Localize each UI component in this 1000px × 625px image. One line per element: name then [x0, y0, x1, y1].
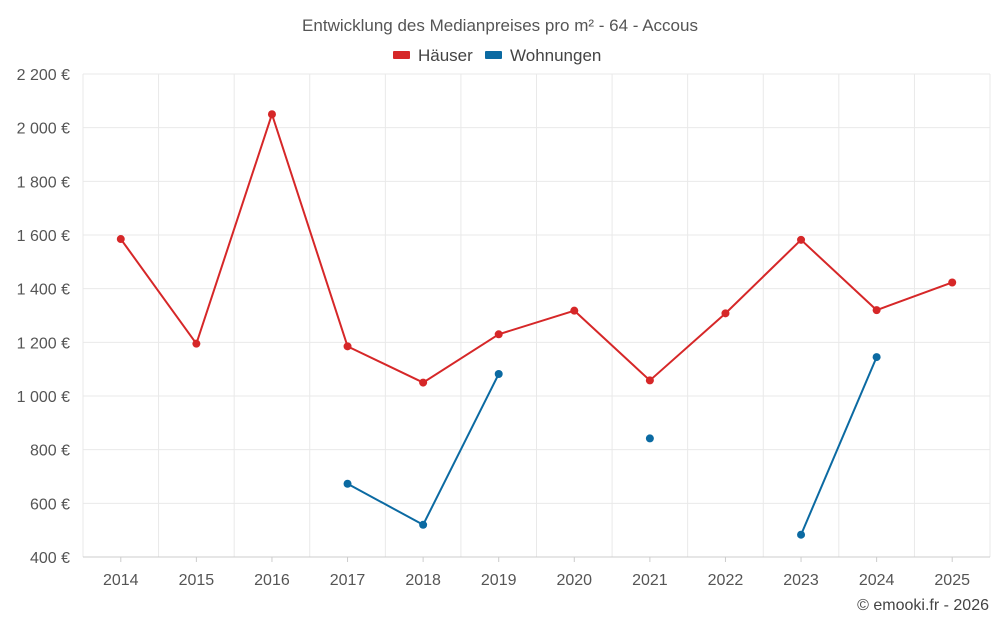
data-point[interactable] — [797, 530, 806, 539]
data-point[interactable] — [343, 479, 352, 488]
legend-swatch-haeuser — [393, 51, 410, 59]
legend: Häuser Wohnungen — [393, 46, 601, 65]
x-tick-label: 2021 — [632, 572, 668, 589]
x-tick-label: 2020 — [556, 572, 592, 589]
x-tick-label: 2015 — [179, 572, 215, 589]
data-point[interactable] — [872, 353, 881, 362]
x-tick-label: 2019 — [481, 572, 517, 589]
data-point[interactable] — [797, 235, 806, 244]
data-point[interactable] — [419, 378, 428, 387]
x-tick-label: 2016 — [254, 572, 290, 589]
x-tick-label: 2022 — [708, 572, 744, 589]
series-line-segment — [800, 356, 878, 536]
chart-title: Entwicklung des Medianpreises pro m² - 6… — [302, 16, 698, 35]
data-point[interactable] — [570, 306, 579, 315]
y-tick-label: 800 € — [30, 443, 70, 460]
data-point[interactable] — [721, 309, 730, 318]
data-point[interactable] — [116, 235, 125, 244]
x-tick-label: 2023 — [783, 572, 819, 589]
legend-label-wohnungen: Wohnungen — [510, 46, 601, 65]
series-wohnungen — [343, 353, 881, 539]
x-tick-label: 2014 — [103, 572, 139, 589]
gridlines — [82, 73, 991, 557]
y-tick-label: 2 200 € — [17, 67, 70, 84]
axes: 400 € 600 € 800 € 1 000 € 1 200 € 1 400 € 1 60… — [17, 67, 990, 589]
legend-item-haeuser[interactable]: Häuser — [393, 46, 473, 65]
series — [116, 110, 957, 539]
x-tick-label: 2024 — [859, 572, 895, 589]
data-point[interactable] — [494, 330, 503, 339]
data-point[interactable] — [872, 306, 881, 315]
data-point[interactable] — [267, 110, 276, 119]
series-line-segment — [119, 113, 953, 384]
y-tick-label: 600 € — [30, 496, 70, 513]
x-tick-label: 2018 — [405, 572, 441, 589]
y-tick-label: 2 000 € — [17, 121, 70, 138]
legend-label-haeuser: Häuser — [418, 46, 473, 65]
data-point[interactable] — [192, 339, 201, 348]
series-haeuser — [116, 110, 957, 387]
y-tick-label: 1 400 € — [17, 282, 70, 299]
credit-text: © emooki.fr - 2026 — [857, 597, 989, 614]
data-point[interactable] — [948, 278, 957, 287]
data-point[interactable] — [645, 434, 654, 443]
y-tick-label: 1 000 € — [17, 389, 70, 406]
data-point[interactable] — [494, 369, 503, 378]
y-tick-label: 400 € — [30, 550, 70, 567]
data-point[interactable] — [645, 376, 654, 385]
data-point[interactable] — [343, 342, 352, 351]
legend-item-wohnungen[interactable]: Wohnungen — [485, 46, 601, 65]
legend-swatch-wohnungen — [485, 51, 502, 59]
y-tick-label: 1 800 € — [17, 174, 70, 191]
y-tick-label: 1 600 € — [17, 228, 70, 245]
x-tick-label: 2017 — [330, 572, 366, 589]
x-tick-label: 2025 — [934, 572, 970, 589]
y-tick-label: 1 200 € — [17, 335, 70, 352]
data-point[interactable] — [419, 520, 428, 529]
